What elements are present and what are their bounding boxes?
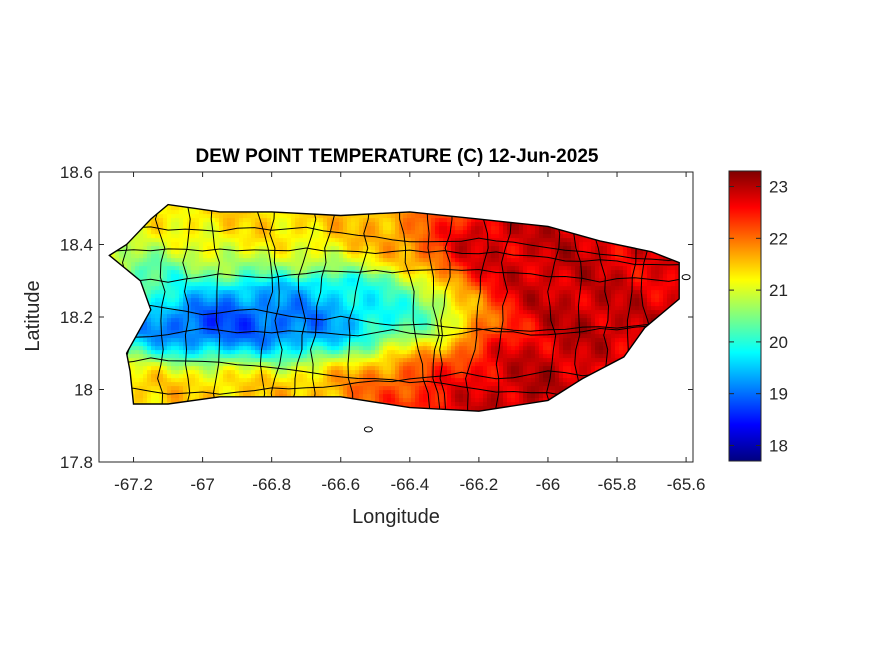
x-tick-label: -66.8 xyxy=(252,475,291,494)
colorbar-tick-label: 19 xyxy=(769,385,788,404)
y-tick-label: 18.6 xyxy=(60,163,93,182)
chart-title: DEW POINT TEMPERATURE (C) 12-Jun-2025 xyxy=(196,146,599,167)
x-axis-ticks: -67.2 -67 -66.8 -66.6 -66.4 -66.2 -66 -65.8 -65.… xyxy=(114,172,705,494)
island-outline xyxy=(108,203,680,412)
small-islands xyxy=(363,274,691,433)
y-tick-label: 18 xyxy=(74,381,93,400)
colorbar-ticks: 18 19 20 21 22 23 xyxy=(729,178,788,455)
x-axis-label: Longitude xyxy=(352,506,440,528)
x-tick-label: -66.6 xyxy=(321,475,360,494)
colorbar-tick-label: 23 xyxy=(769,178,788,197)
colorbar-tick-label: 18 xyxy=(769,436,788,455)
x-tick-label: -67.2 xyxy=(114,475,153,494)
colorbar-tick-label: 20 xyxy=(769,333,788,352)
y-axis-ticks: 17.8 18 18.2 18.4 18.6 xyxy=(60,163,693,472)
x-tick-label: -65.8 xyxy=(598,475,637,494)
x-tick-label: -67 xyxy=(190,475,215,494)
y-tick-label: 18.4 xyxy=(60,236,93,255)
x-tick-label: -66.4 xyxy=(390,475,429,494)
small-island xyxy=(681,274,691,281)
colorbar-gradient xyxy=(728,170,762,462)
y-tick-label: 17.8 xyxy=(60,453,93,472)
x-tick-label: -66.2 xyxy=(460,475,499,494)
map-axes: -67.2 -67 -66.8 -66.6 -66.4 -66.2 -66 -65.8 -65.… xyxy=(60,163,706,494)
colorbar-tick-label: 21 xyxy=(769,281,788,300)
y-tick-label: 18.2 xyxy=(60,308,93,327)
x-tick-label: -66 xyxy=(536,475,561,494)
colorbar: 18 19 20 21 22 23 xyxy=(728,170,788,462)
x-tick-label: -65.6 xyxy=(667,475,706,494)
colorbar-tick-label: 22 xyxy=(769,229,788,248)
small-island xyxy=(363,426,373,433)
y-axis-label: Latitude xyxy=(22,280,44,351)
